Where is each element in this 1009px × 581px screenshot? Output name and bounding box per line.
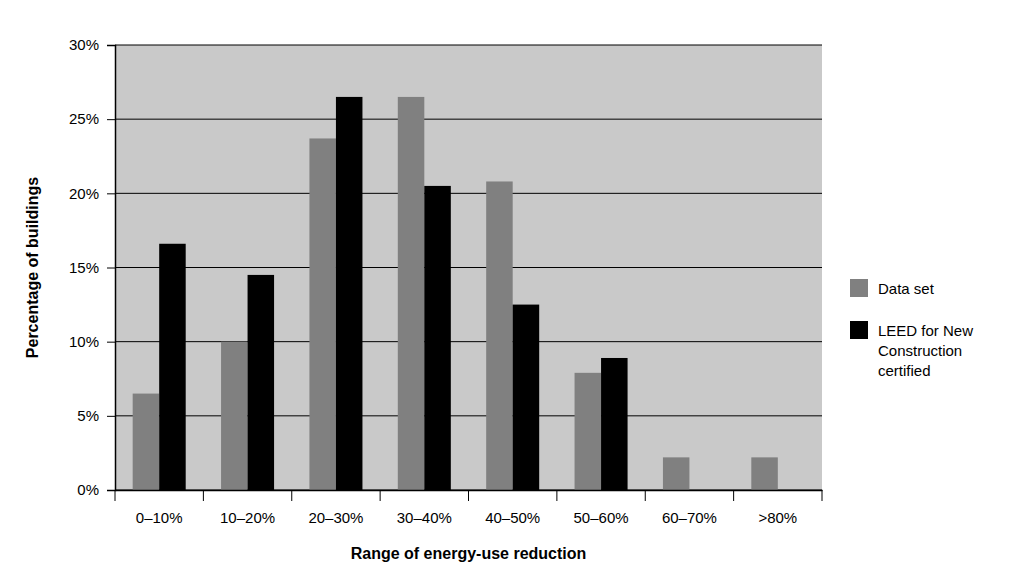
plot: 0% 5% 10% 15% 20% 25% 30% 0–10% 10–20% 20–30% 30–4… xyxy=(69,36,823,525)
y-tick-label: 0% xyxy=(77,481,99,498)
y-axis-line xyxy=(107,46,116,491)
grid xyxy=(115,45,822,490)
x-tick: 50–60% xyxy=(574,490,629,526)
x-tick: 10–20% xyxy=(220,490,275,526)
category-divider xyxy=(556,490,557,501)
x-tick: 60–70% xyxy=(662,490,717,526)
y-tick-mark xyxy=(107,416,115,417)
x-tick-label: 40–50% xyxy=(485,509,540,526)
y-tick-label: 15% xyxy=(69,259,99,276)
bar xyxy=(398,97,425,490)
category-divider xyxy=(291,490,292,501)
y-tick: 25% xyxy=(69,110,115,127)
bar-series xyxy=(133,97,778,490)
x-tick-label: 20–30% xyxy=(308,509,363,526)
x-tick-label: 0–10% xyxy=(136,509,183,526)
y-tick-mark xyxy=(107,342,115,343)
y-tick-label: 5% xyxy=(77,407,99,424)
bar xyxy=(133,394,160,490)
x-tick-label: 50–60% xyxy=(574,509,629,526)
x-tick-label: >80% xyxy=(758,509,797,526)
bar xyxy=(601,358,628,490)
x-tick: 40–50% xyxy=(485,490,540,526)
y-tick-mark xyxy=(107,45,115,46)
y-tick-label: 10% xyxy=(69,333,99,350)
bar xyxy=(486,181,513,490)
bar xyxy=(336,97,363,490)
y-tick: 15% xyxy=(69,259,115,276)
legend: Data set LEED for NewConstructioncertifie… xyxy=(850,279,973,379)
category-divider xyxy=(115,490,116,501)
legend-label: LEED for NewConstructioncertified xyxy=(878,322,973,379)
bar xyxy=(221,342,248,490)
legend-label: Data set xyxy=(878,280,935,297)
legend-swatch xyxy=(850,279,868,297)
bar xyxy=(513,305,540,490)
grid-line xyxy=(115,119,822,120)
grid-line xyxy=(115,267,822,268)
grid-line xyxy=(115,193,822,194)
y-tick: 10% xyxy=(69,333,115,350)
y-tick-label: 25% xyxy=(69,110,99,127)
x-tick-label: 10–20% xyxy=(220,509,275,526)
y-tick: 20% xyxy=(69,185,115,202)
y-axis: 0% 5% 10% 15% 20% 25% 30% xyxy=(69,36,116,498)
chart: 0% 5% 10% 15% 20% 25% 30% 0–10% 10–20% 20–30% 30–4… xyxy=(0,0,1009,581)
plot-background xyxy=(115,45,822,490)
bar-series xyxy=(159,97,627,490)
category-dividers xyxy=(115,490,822,501)
category-divider xyxy=(645,490,646,501)
y-axis-title: Percentage of buildings xyxy=(24,177,41,358)
x-axis-title: Range of energy-use reduction xyxy=(351,545,587,562)
legend-item: Data set xyxy=(850,279,935,297)
y-tick-mark xyxy=(107,119,115,120)
x-tick-label: 30–40% xyxy=(397,509,452,526)
grid-line xyxy=(115,45,822,46)
y-tick-mark xyxy=(107,490,115,491)
bar xyxy=(751,457,778,490)
bar xyxy=(159,244,186,490)
bar xyxy=(309,138,336,490)
category-divider xyxy=(380,490,381,501)
bar xyxy=(424,186,451,490)
x-tick: 0–10% xyxy=(136,490,183,526)
legend-swatch xyxy=(850,321,868,339)
x-axis: 0–10% 10–20% 20–30% 30–40% 40–50% 50–60% 60–70… xyxy=(115,490,823,526)
category-divider xyxy=(468,490,469,501)
y-tick: 5% xyxy=(77,407,115,424)
y-tick: 30% xyxy=(69,36,115,53)
category-divider xyxy=(203,490,204,501)
x-tick: 20–30% xyxy=(308,490,363,526)
bars xyxy=(133,97,778,490)
bar xyxy=(248,275,275,490)
legend-item: LEED for NewConstructioncertified xyxy=(850,321,973,379)
x-tick-label: 60–70% xyxy=(662,509,717,526)
x-tick: 30–40% xyxy=(397,490,452,526)
y-tick: 0% xyxy=(77,481,115,498)
bar xyxy=(663,457,690,490)
category-divider xyxy=(733,490,734,501)
category-divider xyxy=(822,490,823,501)
y-tick-mark xyxy=(107,193,115,194)
y-tick-label: 20% xyxy=(69,185,99,202)
x-tick: >80% xyxy=(758,490,797,526)
y-tick-mark xyxy=(107,268,115,269)
y-tick-label: 30% xyxy=(69,36,99,53)
bar xyxy=(575,373,602,490)
